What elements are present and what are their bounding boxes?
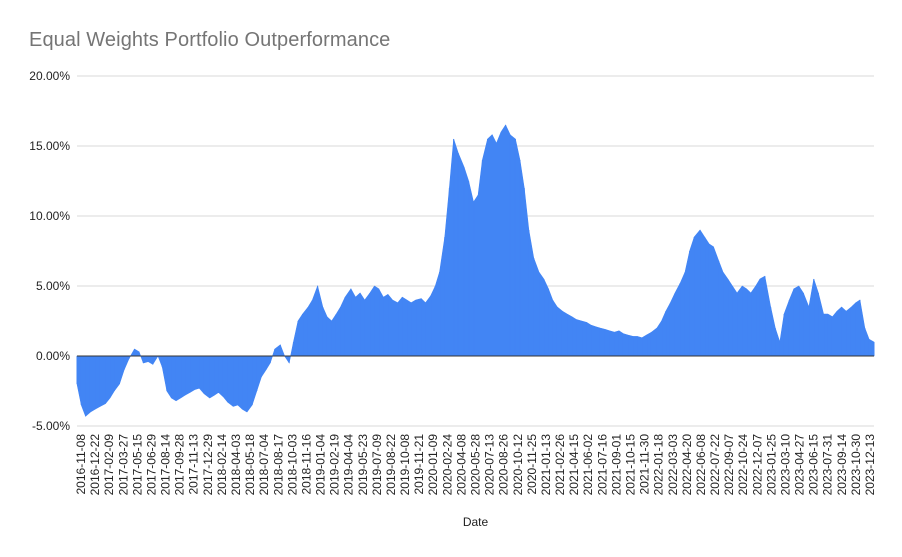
x-tick-label: 2021-02-26: [553, 434, 567, 496]
y-tick-label: 20.00%: [29, 69, 70, 83]
x-tick-label: 2022-09-07: [722, 434, 736, 496]
x-tick-label: 2016-11-08: [74, 434, 88, 495]
y-tick-label: 0.00%: [36, 349, 70, 363]
x-tick-label: 2019-05-23: [356, 434, 370, 496]
x-tick-label: 2017-09-28: [173, 434, 187, 496]
x-tick-label: 2020-10-12: [511, 434, 525, 496]
x-tick-label: 2022-12-07: [750, 434, 764, 496]
y-axis-ticks: -5.00% 0.00% 5.00% 10.00% 15.00% 20.00%: [29, 69, 70, 433]
x-tick-label: 2019-02-19: [328, 434, 342, 496]
x-tick-label: 2022-07-22: [708, 434, 722, 496]
x-tick-label: 2018-05-18: [243, 434, 257, 496]
x-tick-label: 2018-10-03: [285, 434, 299, 496]
x-tick-label: 2023-09-14: [835, 434, 849, 496]
x-tick-label: 2021-09-01: [609, 434, 623, 496]
series-area: [76, 124, 875, 417]
x-tick-label: 2019-11-21: [412, 434, 426, 495]
x-tick-label: 2021-11-30: [638, 434, 652, 495]
x-tick-label: 2017-06-29: [144, 434, 158, 496]
x-tick-label: 2018-02-14: [215, 434, 229, 496]
x-tick-label: 2019-01-04: [314, 434, 328, 496]
x-tick-label: 2020-07-13: [483, 434, 497, 496]
x-axis-title: Date: [463, 515, 489, 529]
x-tick-label: 2023-04-27: [793, 434, 807, 496]
y-tick-label: 10.00%: [29, 209, 70, 223]
x-tick-label: 2023-12-13: [863, 434, 877, 496]
x-tick-label: 2017-05-15: [130, 434, 144, 496]
x-tick-label: 2022-04-20: [680, 434, 694, 496]
x-tick-label: 2022-10-24: [736, 434, 750, 496]
x-tick-label: 2021-10-15: [623, 434, 637, 496]
x-tick-label: 2020-01-09: [426, 434, 440, 496]
x-tick-label: 2017-08-14: [159, 434, 173, 496]
x-axis-ticks: 2016-11-08 2016-12-22 2017-02-09 2017-03-27…: [74, 434, 877, 496]
x-tick-label: 2020-05-28: [469, 434, 483, 496]
x-tick-label: 2023-07-31: [821, 434, 835, 496]
x-tick-label: 2020-08-26: [497, 434, 511, 496]
x-tick-label: 2021-01-13: [539, 434, 553, 496]
y-tick-label: 5.00%: [36, 279, 70, 293]
x-tick-label: 2023-06-15: [807, 434, 821, 496]
x-tick-label: 2023-03-10: [778, 434, 792, 496]
x-tick-label: 2017-03-27: [116, 434, 130, 496]
x-tick-label: 2018-08-17: [271, 434, 285, 496]
x-tick-label: 2020-02-24: [440, 434, 454, 496]
x-tick-label: 2020-11-25: [525, 434, 539, 495]
x-tick-label: 2020-04-08: [454, 434, 468, 496]
x-tick-label: 2022-06-08: [694, 434, 708, 496]
y-tick-label: -5.00%: [32, 419, 70, 433]
x-tick-label: 2017-12-29: [201, 434, 215, 496]
x-tick-label: 2021-04-15: [567, 434, 581, 496]
series-area-fill: [76, 124, 875, 417]
x-tick-label: 2017-11-13: [187, 434, 201, 495]
x-tick-label: 2019-04-04: [342, 434, 356, 496]
x-tick-label: 2022-03-03: [666, 434, 680, 496]
x-tick-label: 2016-12-22: [88, 434, 102, 496]
x-tick-label: 2021-06-02: [581, 434, 595, 496]
x-tick-label: 2021-07-16: [595, 434, 609, 496]
x-tick-label: 2022-01-18: [652, 434, 666, 496]
x-tick-label: 2018-11-16: [299, 434, 313, 495]
x-tick-label: 2019-07-09: [370, 434, 384, 496]
x-tick-label: 2019-08-22: [384, 434, 398, 496]
x-tick-label: 2023-01-25: [764, 434, 778, 496]
x-tick-label: 2018-07-04: [257, 434, 271, 496]
y-tick-label: 15.00%: [29, 139, 70, 153]
x-tick-label: 2018-04-03: [229, 434, 243, 496]
x-tick-label: 2017-02-09: [102, 434, 116, 496]
x-tick-label: 2019-10-08: [398, 434, 412, 496]
x-tick-label: 2023-10-30: [849, 434, 863, 496]
chart-title: Equal Weights Portfolio Outperformance: [29, 29, 391, 51]
